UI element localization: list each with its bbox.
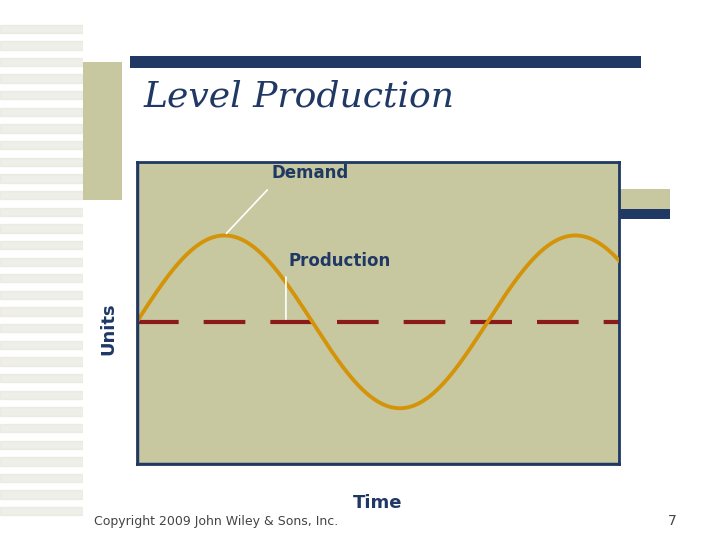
Bar <box>0 324 83 333</box>
Bar <box>0 91 83 99</box>
Bar <box>0 41 83 50</box>
Bar <box>0 374 83 382</box>
Bar <box>0 241 83 249</box>
Bar <box>0 457 83 465</box>
Bar <box>0 357 83 366</box>
Bar <box>0 474 83 482</box>
Bar <box>0 108 83 116</box>
Bar <box>0 291 83 299</box>
Text: Copyright 2009 John Wiley & Sons, Inc.: Copyright 2009 John Wiley & Sons, Inc. <box>94 515 338 528</box>
Bar <box>0 224 83 233</box>
Bar <box>0 58 83 66</box>
Bar <box>0 258 83 266</box>
Text: Units: Units <box>99 302 117 355</box>
Bar <box>0 507 83 516</box>
Bar <box>0 274 83 282</box>
Bar <box>0 407 83 416</box>
Bar <box>0 341 83 349</box>
Bar <box>0 124 83 133</box>
Bar <box>0 141 83 150</box>
Bar <box>0 207 83 216</box>
Bar <box>0 424 83 432</box>
Bar <box>0 75 83 83</box>
Bar <box>0 441 83 449</box>
Bar <box>0 158 83 166</box>
Text: 7: 7 <box>668 514 677 528</box>
Bar <box>0 490 83 499</box>
Bar <box>0 174 83 183</box>
Text: Time: Time <box>354 494 402 512</box>
Bar <box>0 24 83 33</box>
Bar <box>0 191 83 199</box>
Text: Production: Production <box>289 252 391 270</box>
Text: Demand: Demand <box>272 164 349 182</box>
Bar <box>0 307 83 316</box>
Text: Level Production: Level Production <box>144 79 455 113</box>
Bar <box>0 390 83 399</box>
